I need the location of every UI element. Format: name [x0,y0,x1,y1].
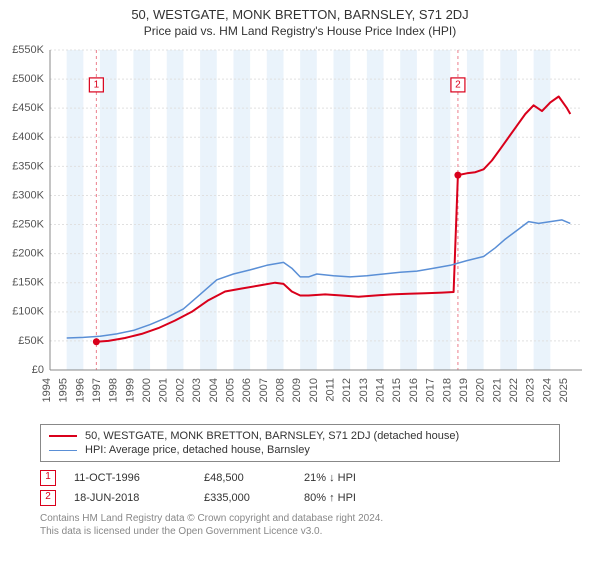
svg-text:2001: 2001 [158,378,170,402]
svg-text:1996: 1996 [74,378,86,402]
svg-text:2012: 2012 [341,378,353,402]
sale-date: 18-JUN-2018 [74,492,204,504]
svg-text:£150K: £150K [12,277,44,289]
svg-text:2013: 2013 [358,378,370,402]
sale-delta: 80% ↑ HPI [304,492,404,504]
svg-text:2022: 2022 [508,378,520,402]
svg-text:£50K: £50K [18,335,44,347]
svg-text:£450K: £450K [12,102,44,114]
svg-text:£350K: £350K [12,160,44,172]
sale-row: 1 11-OCT-1996£48,50021% ↓ HPI [40,468,560,488]
svg-text:2021: 2021 [491,378,503,402]
svg-text:1: 1 [94,80,100,91]
sale-marker-icon: 1 [40,470,56,486]
sale-marker-icon: 2 [40,490,56,506]
svg-text:2002: 2002 [174,378,186,402]
svg-text:2007: 2007 [258,378,270,402]
svg-text:1995: 1995 [58,378,70,402]
sale-row: 2 18-JUN-2018£335,00080% ↑ HPI [40,488,560,508]
svg-text:£100K: £100K [12,306,44,318]
svg-text:£250K: £250K [12,219,44,231]
line-chart: £0 £50K £100K £150K £200K £250K £300K £350K £400… [0,40,600,420]
svg-text:2024: 2024 [541,378,553,402]
svg-text:2000: 2000 [141,378,153,402]
footnote: Contains HM Land Registry data © Crown c… [40,512,560,538]
chart-title: 50, WESTGATE, MONK BRETTON, BARNSLEY, S7… [0,6,600,24]
svg-text:£500K: £500K [12,73,44,85]
sale-date: 11-OCT-1996 [74,472,204,484]
sale-price: £335,000 [204,492,304,504]
svg-text:2008: 2008 [274,378,286,402]
svg-text:2004: 2004 [208,378,220,402]
sale-delta: 21% ↓ HPI [304,472,404,484]
svg-text:2018: 2018 [441,378,453,402]
footnote-line1: Contains HM Land Registry data © Crown c… [40,513,383,524]
svg-text:2: 2 [455,80,461,91]
svg-text:2016: 2016 [408,378,420,402]
svg-text:2003: 2003 [191,378,203,402]
svg-text:2011: 2011 [325,378,337,402]
svg-text:£300K: £300K [12,190,44,202]
svg-text:1994: 1994 [41,378,53,402]
legend-item: 50, WESTGATE, MONK BRETTON, BARNSLEY, S7… [49,429,551,443]
chart-area: £0 £50K £100K £150K £200K £250K £300K £350K £400… [0,40,600,420]
svg-text:£200K: £200K [12,248,44,260]
legend-item: HPI: Average price, detached house, Barn… [49,443,551,457]
svg-text:2014: 2014 [375,378,387,402]
sale-price: £48,500 [204,472,304,484]
legend-label: 50, WESTGATE, MONK BRETTON, BARNSLEY, S7… [85,430,459,442]
legend: 50, WESTGATE, MONK BRETTON, BARNSLEY, S7… [40,424,560,462]
svg-text:2020: 2020 [475,378,487,402]
svg-text:2005: 2005 [224,378,236,402]
svg-text:2015: 2015 [391,378,403,402]
legend-swatch [49,450,77,451]
svg-text:1997: 1997 [91,378,103,402]
footnote-line2: This data is licensed under the Open Gov… [40,526,322,537]
svg-text:1999: 1999 [124,378,136,402]
chart-subtitle: Price paid vs. HM Land Registry's House … [0,24,600,38]
legend-swatch [49,435,77,437]
svg-text:2010: 2010 [308,378,320,402]
svg-text:£0: £0 [32,364,44,376]
svg-text:2009: 2009 [291,378,303,402]
svg-text:£400K: £400K [12,131,44,143]
svg-text:2023: 2023 [525,378,537,402]
svg-text:2006: 2006 [241,378,253,402]
sales-table: 1 11-OCT-1996£48,50021% ↓ HPI 2 18-JUN-2018… [40,468,560,508]
legend-label: HPI: Average price, detached house, Barn… [85,444,310,456]
svg-text:2019: 2019 [458,378,470,402]
svg-text:£550K: £550K [12,44,44,56]
svg-text:2017: 2017 [425,378,437,402]
svg-text:1998: 1998 [108,378,120,402]
svg-text:2025: 2025 [558,378,570,402]
